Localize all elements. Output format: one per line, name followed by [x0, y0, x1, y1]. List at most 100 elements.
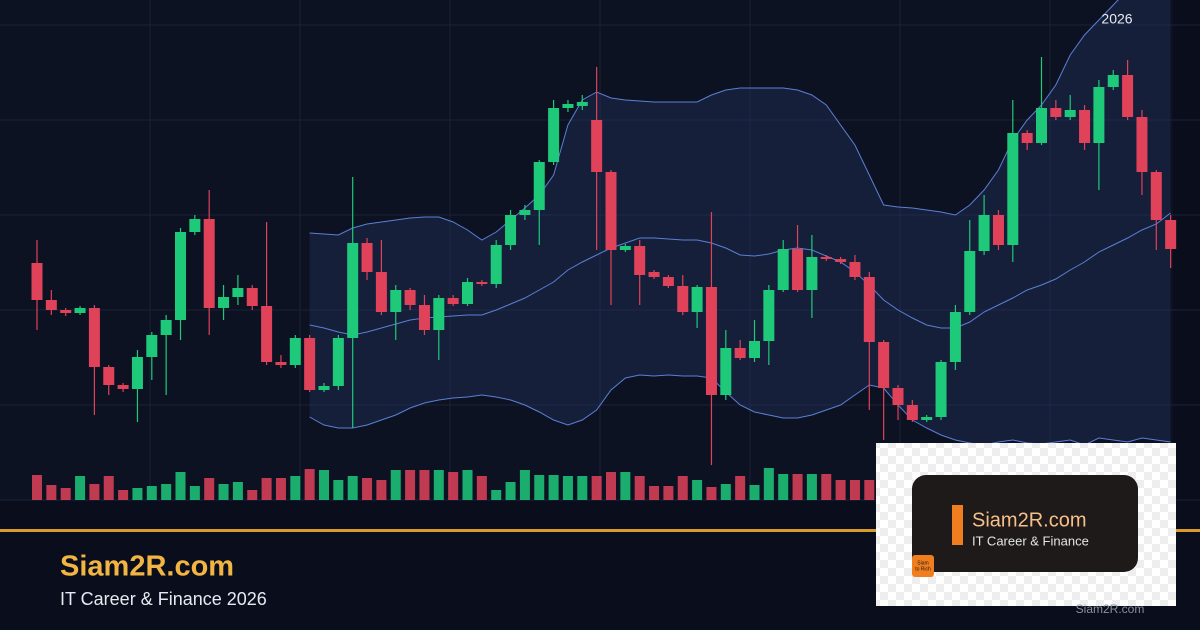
- candle-body: [978, 215, 990, 251]
- candle-body: [820, 257, 832, 259]
- candle-body: [863, 277, 875, 342]
- volume-bar: [720, 484, 731, 500]
- candle-body: [1136, 117, 1148, 172]
- brand-subtitle: IT Career & Finance 2026: [60, 589, 267, 609]
- volume-bar: [218, 484, 229, 500]
- volume-bar: [806, 474, 817, 500]
- volume-bar: [419, 470, 430, 500]
- volume-bar: [103, 476, 114, 500]
- candle-body: [1050, 108, 1062, 117]
- candle-body: [476, 282, 488, 284]
- candle-body: [490, 245, 502, 284]
- candle-body: [734, 348, 746, 358]
- volume-bar: [175, 472, 186, 500]
- candle-body: [246, 288, 258, 306]
- logo-panel: [912, 475, 1138, 572]
- volume-bar: [261, 478, 272, 500]
- volume-bar: [433, 470, 444, 500]
- volume-bar: [735, 476, 746, 500]
- candle-body: [562, 104, 574, 108]
- candle-body: [418, 305, 430, 330]
- volume-bar: [591, 476, 602, 500]
- candle-body: [792, 249, 804, 290]
- candle-body: [131, 357, 143, 389]
- candle-body: [1021, 133, 1033, 143]
- volume-bar: [189, 486, 200, 500]
- volume-bar: [835, 480, 846, 500]
- candle-body: [1036, 108, 1047, 143]
- volume-bar: [247, 490, 258, 500]
- candle-body: [175, 232, 186, 320]
- volume-bar: [763, 468, 774, 500]
- candle-body: [1107, 75, 1119, 87]
- candle-body: [892, 388, 904, 405]
- volume-bar: [347, 476, 358, 500]
- candle-body: [31, 263, 43, 300]
- volume-bar: [60, 488, 71, 500]
- candle-body: [88, 308, 100, 367]
- volume-bar: [75, 476, 86, 500]
- candle-body: [992, 215, 1004, 245]
- volume-bar: [232, 482, 243, 500]
- logo-badge: [912, 555, 934, 577]
- candle-body: [576, 102, 588, 106]
- volume-bar: [620, 472, 631, 500]
- candle-body: [375, 272, 387, 312]
- candle-body: [1150, 172, 1162, 220]
- candle-body: [103, 367, 115, 385]
- volume-bar: [562, 476, 573, 500]
- volume-bar: [476, 476, 487, 500]
- candle-body: [591, 120, 603, 172]
- candle-body: [605, 172, 617, 250]
- logo-name: Siam2R.com: [972, 509, 1086, 531]
- volume-bar: [519, 470, 530, 500]
- candle-body: [160, 320, 172, 335]
- volume-bar: [462, 470, 473, 500]
- candle-body: [1007, 133, 1019, 245]
- candle-body: [117, 385, 129, 389]
- candle-body: [720, 348, 732, 395]
- volume-bar: [577, 476, 588, 500]
- year-label: 2026: [1101, 11, 1132, 27]
- candle-body: [1093, 87, 1105, 143]
- volume-bar: [692, 480, 703, 500]
- candle-body: [705, 287, 717, 395]
- candle-body: [777, 249, 789, 290]
- volume-bar: [46, 485, 57, 500]
- candle-body: [332, 338, 344, 386]
- candle-body: [619, 246, 631, 250]
- volume-bar: [405, 470, 416, 500]
- volume-bar: [706, 487, 717, 500]
- candle-body: [404, 290, 416, 305]
- candle-body: [304, 338, 316, 390]
- volume-bar: [864, 480, 875, 500]
- brand-title: Siam2R.com: [60, 551, 234, 583]
- candle-body: [806, 257, 818, 290]
- volume-bar: [663, 486, 674, 500]
- volume-bar: [821, 474, 832, 500]
- band-upper: [309, 0, 1119, 241]
- volume-bar: [118, 490, 129, 500]
- candle-body: [964, 251, 976, 312]
- candle-body: [1122, 75, 1134, 117]
- candle-body: [548, 108, 560, 162]
- volume-bar: [649, 486, 660, 500]
- candle-body: [189, 219, 201, 232]
- logo-card: Siam2R.com IT Career & Finance Siam to R…: [876, 443, 1176, 606]
- grid: [0, 0, 1200, 501]
- volume-bar: [32, 475, 42, 500]
- volume-bar: [319, 470, 329, 500]
- badge-line: to Rich: [915, 566, 931, 572]
- candle-body: [390, 290, 402, 312]
- divider: [0, 529, 1200, 532]
- candle-body: [519, 210, 531, 215]
- candle-body: [763, 290, 775, 341]
- volume-bar: [548, 475, 559, 500]
- candle-body: [1064, 110, 1076, 117]
- volume-bar: [778, 474, 789, 500]
- volume-bar: [606, 472, 616, 500]
- candle-body: [289, 338, 301, 365]
- candle-body: [433, 298, 445, 330]
- candle-body: [691, 287, 703, 312]
